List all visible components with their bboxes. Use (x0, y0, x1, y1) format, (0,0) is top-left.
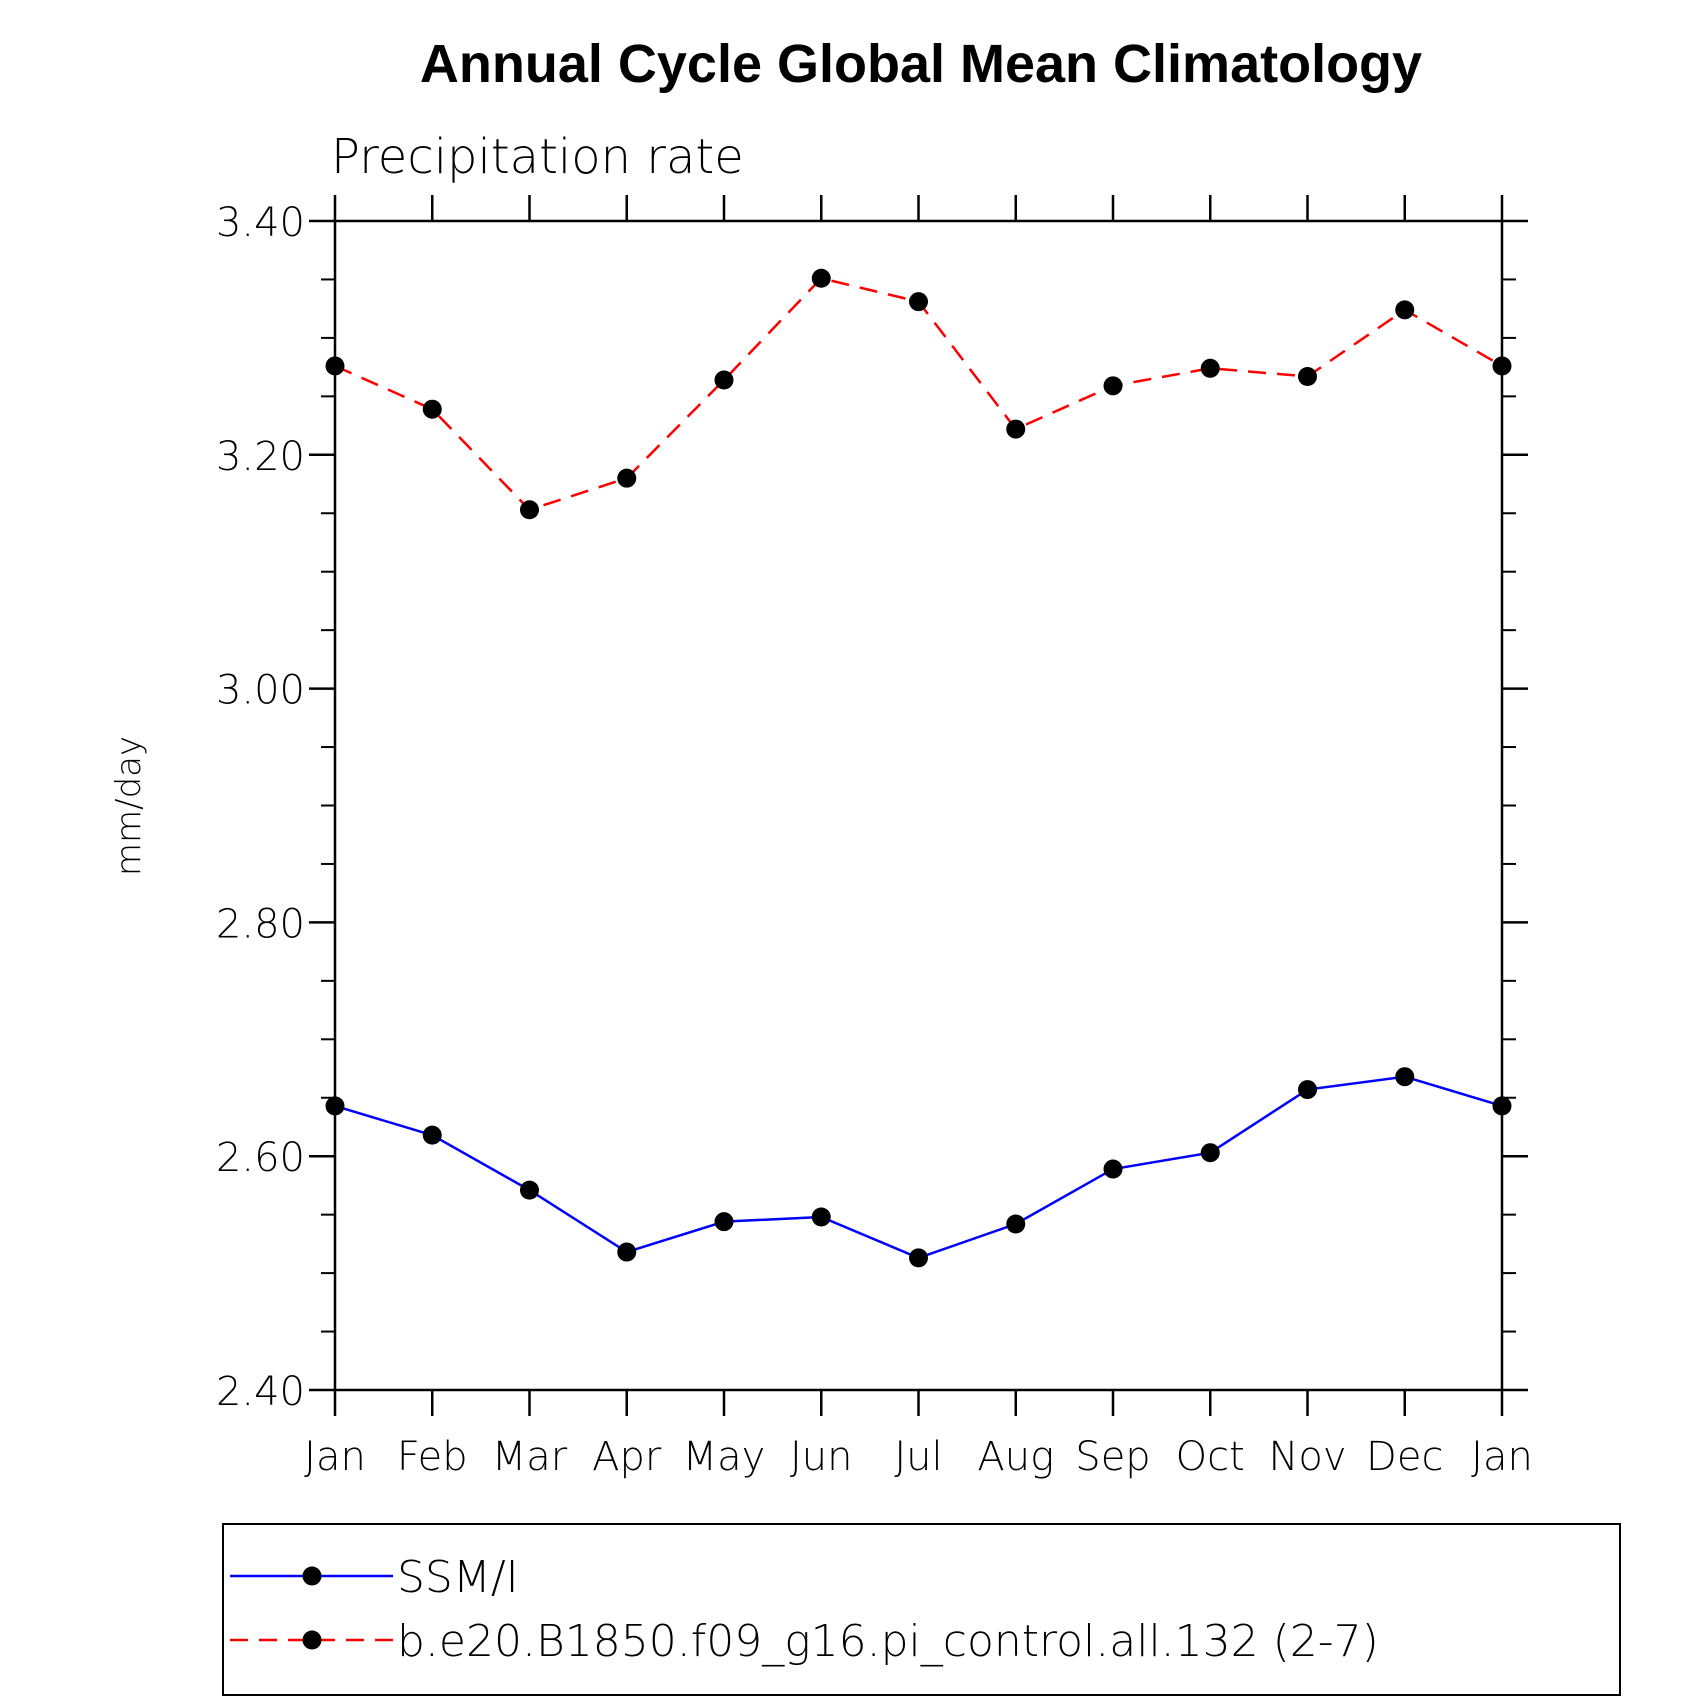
legend: SSM/I b.e20.B1850.f09_g16.pi_control.all.… (222, 1523, 1621, 1696)
data-point (1492, 1096, 1512, 1116)
legend-marker (302, 1566, 322, 1586)
series-layer (325, 268, 1512, 1268)
x-tick-label: Mar (492, 1434, 568, 1480)
data-point (1200, 358, 1220, 378)
y-tick-label: 3.20 (216, 434, 305, 480)
chart-subtitle: Precipitation rate (331, 129, 744, 185)
series-line (334, 1075, 1503, 1260)
data-point (714, 370, 734, 390)
data-point (422, 1125, 442, 1145)
x-tick-label: Sep (1075, 1434, 1150, 1480)
legend-label: b.e20.B1850.f09_g16.pi_control.all.132 (… (397, 1616, 1379, 1667)
x-tick-label: Oct (1176, 1434, 1245, 1480)
series-1 (325, 1067, 1512, 1268)
y-tick-label: 2.60 (216, 1135, 305, 1181)
data-point (520, 500, 539, 520)
x-tick-label: Apr (592, 1434, 662, 1480)
x-tick-label: May (683, 1434, 766, 1480)
x-tick-label: Aug (977, 1434, 1054, 1480)
series-2 (325, 268, 1512, 520)
plot-frame (333, 219, 1504, 1392)
y-axis-label: mm/day (109, 736, 149, 876)
data-point (1103, 1159, 1123, 1179)
x-tick-label: Jan (1471, 1434, 1533, 1480)
legend-marker (302, 1630, 322, 1650)
data-point (617, 1242, 637, 1262)
data-point (325, 356, 345, 376)
data-point (811, 268, 831, 288)
data-point (811, 1207, 831, 1227)
x-tick-label: Dec (1366, 1434, 1443, 1480)
x-tick-label: Jun (790, 1434, 853, 1480)
plot-axes: Jan Feb Mar Apr May Jun Jul Aug Sep Oct Nov Dec Jan 2… (216, 195, 1533, 1480)
data-point (909, 292, 928, 312)
data-point (422, 399, 442, 419)
chart-title: Annual Cycle Global Mean Climatology (420, 34, 1422, 94)
data-point (1492, 356, 1512, 376)
y-tick-label: 3.40 (216, 200, 305, 246)
x-tick-label: Nov (1268, 1434, 1346, 1480)
y-tick-label: 3.00 (216, 668, 305, 714)
x-tick-label: Jan (304, 1434, 366, 1480)
data-point (617, 468, 637, 488)
y-tick-label: 2.80 (216, 901, 305, 947)
data-point (1006, 1214, 1026, 1234)
x-tick-label: Feb (397, 1434, 468, 1480)
data-point (1298, 1080, 1317, 1100)
data-point (1395, 300, 1415, 320)
series-line (334, 276, 1503, 512)
data-point (1298, 366, 1317, 386)
x-tick-label: Jul (894, 1434, 942, 1480)
data-point (520, 1180, 539, 1200)
legend-box (222, 1523, 1621, 1696)
y-tick-label: 2.40 (216, 1369, 305, 1415)
data-point (714, 1212, 734, 1232)
data-point (1006, 419, 1026, 439)
data-point (1103, 376, 1123, 396)
data-point (1200, 1143, 1220, 1163)
data-point (325, 1096, 345, 1116)
data-point (909, 1248, 928, 1268)
data-point (1395, 1067, 1415, 1087)
legend-label: SSM/I (397, 1552, 519, 1603)
